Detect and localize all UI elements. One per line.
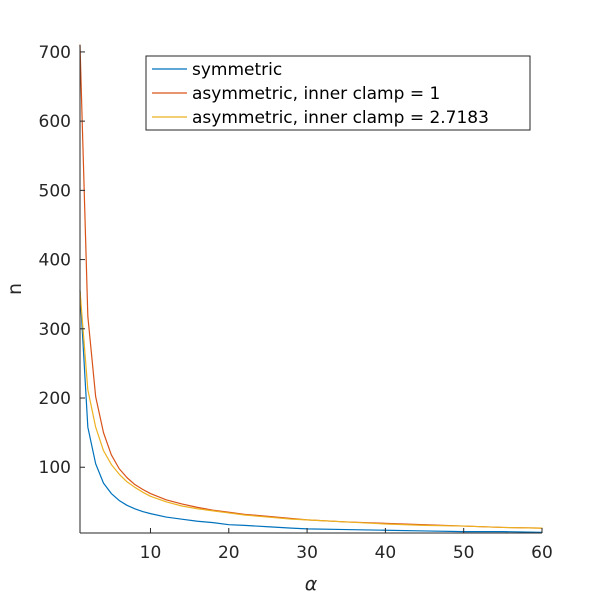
- y-axis-label: n: [4, 283, 26, 295]
- legend-label-asymmetric-2: asymmetric, inner clamp = 2.7183: [192, 108, 489, 128]
- legend: symmetric asymmetric, inner clamp = 1 as…: [145, 55, 531, 131]
- legend-label-symmetric: symmetric: [192, 60, 282, 80]
- y-tick-label: 500: [39, 181, 71, 201]
- y-tick-label: 300: [39, 320, 71, 340]
- y-tick-label: 100: [39, 458, 71, 478]
- x-ticks: 10 20 30 40 50 60: [140, 528, 553, 563]
- y-tick-label: 400: [39, 251, 71, 271]
- series-line-2: [79, 44, 543, 529]
- x-axis-label: α: [305, 573, 318, 595]
- y-tick-label: 200: [39, 389, 71, 409]
- legend-label-asymmetric-1: asymmetric, inner clamp = 1: [192, 84, 440, 104]
- x-tick-label: 40: [375, 543, 397, 563]
- y-tick-label: 700: [39, 43, 71, 63]
- x-tick-label: 50: [453, 543, 475, 563]
- x-tick-label: 30: [296, 543, 318, 563]
- x-tick-label: 10: [140, 543, 162, 563]
- x-tick-label: 20: [218, 543, 240, 563]
- x-tick-label: 60: [531, 543, 553, 563]
- y-tick-label: 600: [39, 112, 71, 132]
- legend-box: [145, 55, 531, 131]
- axes: [79, 45, 542, 534]
- series-line-3: [79, 290, 543, 529]
- y-ticks: 100 200 300 400 500 600 700: [39, 43, 85, 478]
